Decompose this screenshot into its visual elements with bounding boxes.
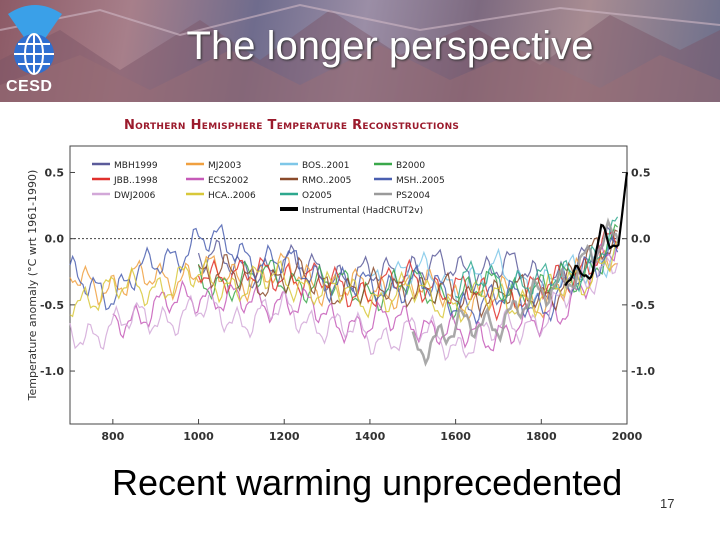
slide-subtitle: Recent warming unprecedented — [112, 462, 623, 503]
y-tick-label-right: 0.0 — [631, 233, 651, 246]
series-line-6 — [198, 229, 618, 319]
legend-label: MJ2003 — [208, 161, 241, 171]
x-tick-label: 1400 — [355, 430, 386, 443]
legend-label: MBH1999 — [114, 161, 158, 171]
y-tick-label-left: -1.0 — [40, 365, 64, 378]
legend-label: JBB..1998 — [113, 176, 158, 186]
y-tick-label-right: -0.5 — [631, 299, 655, 312]
series-line-7 — [69, 223, 619, 325]
legend-label: MSH..2005 — [396, 176, 445, 186]
x-tick-label: 1000 — [183, 430, 214, 443]
legend-label: ECS2002 — [208, 176, 249, 186]
legend-label: Instrumental (HadCRUT2v) — [302, 206, 423, 216]
y-axis-label: Temperature anomaly (°C wrt 1961-1990) — [26, 170, 39, 402]
series-line-9 — [69, 240, 619, 324]
legend-label: O2005 — [302, 191, 332, 201]
x-tick-label: 2000 — [612, 430, 643, 443]
legend-label: BOS..2001 — [302, 161, 349, 171]
y-tick-label-left: 0.0 — [45, 233, 65, 246]
series-line-11 — [411, 217, 620, 367]
series-line-12 — [564, 172, 629, 287]
legend-label: B2000 — [396, 161, 425, 171]
x-tick-label: 1800 — [526, 430, 557, 443]
logo-text: CESD — [6, 78, 53, 95]
legend-label: PS2004 — [396, 191, 430, 201]
page-number: 17 — [660, 496, 675, 511]
y-tick-label-left: -0.5 — [40, 299, 64, 312]
y-tick-label-right: -1.0 — [631, 365, 655, 378]
temperature-chart: -1.0 -1.0 -0.5 -0.5 0.0 0.0 0.5 0.5 800 1000 1200 1… — [26, 145, 655, 443]
y-tick-label-right: 0.5 — [631, 166, 651, 179]
y-tick-label-left: 0.5 — [45, 166, 65, 179]
legend-label: HCA..2006 — [208, 191, 256, 201]
header-banner: CESD The longer perspective — [0, 0, 720, 102]
x-tick-label: 1600 — [440, 430, 471, 443]
chart-title: Northern Hemisphere Temperature Reconstr… — [124, 118, 460, 133]
series-line-5 — [112, 242, 618, 352]
x-tick-label: 1200 — [269, 430, 300, 443]
legend-label: RMO..2005 — [302, 176, 351, 186]
x-tick-label: 800 — [101, 430, 124, 443]
series-line-8 — [69, 256, 619, 362]
legend-label: DWJ2006 — [114, 191, 156, 201]
series-line-4 — [197, 229, 619, 322]
cesd-logo — [8, 5, 62, 75]
slide-title: The longer perspective — [186, 24, 594, 68]
mountain-background — [0, 3, 720, 102]
